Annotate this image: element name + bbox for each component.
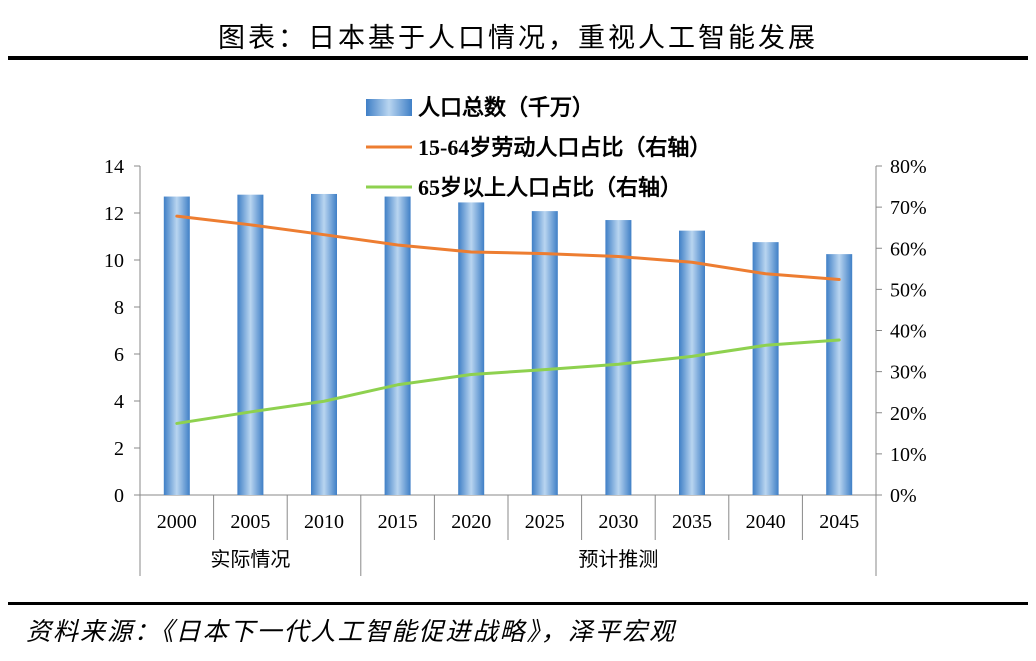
y-left-tick-label: 0	[114, 485, 124, 507]
x-tick-label: 2005	[230, 511, 270, 533]
elderly-share-line	[175, 338, 841, 425]
y-left-tick-label: 4	[114, 391, 124, 413]
y-left-tick-label: 12	[104, 203, 124, 225]
legend-elderly-share-label: 65岁以上人口占比（右轴）	[418, 175, 682, 200]
y-left-tick-label: 10	[104, 250, 124, 272]
y-left-tick-label: 8	[114, 297, 124, 319]
x-tick-label: 2010	[304, 511, 344, 533]
population-chart: 0 2 4 6 8 10 12 14 0% 10% 20% 30% 40% 50% 60% 70% 80% 200…	[104, 95, 927, 576]
bar-2030	[605, 220, 632, 496]
legend-population-label: 人口总数（千万）	[418, 95, 594, 120]
axes-layer: 0 2 4 6 8 10 12 14 0% 10% 20% 30% 40% 50% 60% 70% 80% 200…	[104, 156, 927, 576]
lines-layer	[175, 214, 841, 425]
x-tick-label: 2045	[819, 511, 859, 533]
x-tick-label: 2015	[378, 511, 418, 533]
y-right-tick-label: 10%	[890, 444, 927, 466]
bar-2020	[458, 202, 485, 496]
x-tick-label: 2000	[157, 511, 197, 533]
bottom-divider	[8, 602, 1028, 605]
x-tick-label: 2030	[598, 511, 638, 533]
bar-2040	[752, 242, 779, 495]
x-tick-label: 2020	[451, 511, 491, 533]
x-tick-label: 2035	[672, 511, 712, 533]
legend-population-swatch	[366, 99, 412, 116]
bar-2015	[384, 196, 411, 496]
y-right-tick-label: 50%	[890, 279, 927, 301]
y-right-tick-label: 60%	[890, 238, 927, 260]
y-right-tick-label: 0%	[890, 485, 917, 507]
y-right-tick-label: 40%	[890, 321, 927, 343]
y-right-tick-label: 80%	[890, 156, 927, 178]
x-tick-label: 2040	[746, 511, 786, 533]
y-left-tick-label: 14	[104, 156, 124, 178]
bar-2045	[826, 254, 853, 495]
y-left-tick-label: 6	[114, 344, 124, 366]
group-label: 实际情况	[210, 548, 290, 571]
bars-layer	[163, 193, 853, 496]
bar-2005	[237, 194, 264, 496]
group-label: 预计推测	[578, 548, 658, 571]
bar-2025	[531, 211, 558, 495]
legend: 人口总数（千万） 15-64岁劳动人口占比（右轴） 65岁以上人口占比（右轴）	[366, 95, 711, 200]
y-left-tick-label: 2	[114, 438, 124, 460]
bar-2000	[163, 196, 190, 496]
legend-labor-share-label: 15-64岁劳动人口占比（右轴）	[418, 135, 711, 160]
chart-title: 图表：日本基于人口情况，重视人工智能发展	[218, 23, 818, 54]
x-tick-label: 2025	[525, 511, 565, 533]
bar-2035	[679, 230, 705, 495]
bar-2010	[311, 193, 337, 495]
labor-share-line	[175, 214, 841, 282]
source-note: 资料来源：《日本下一代人工智能促进战略》，泽平宏观	[26, 617, 677, 646]
y-right-tick-label: 70%	[890, 197, 927, 219]
y-right-tick-label: 20%	[890, 403, 927, 425]
y-right-tick-label: 30%	[890, 362, 927, 384]
top-divider	[8, 56, 1028, 60]
